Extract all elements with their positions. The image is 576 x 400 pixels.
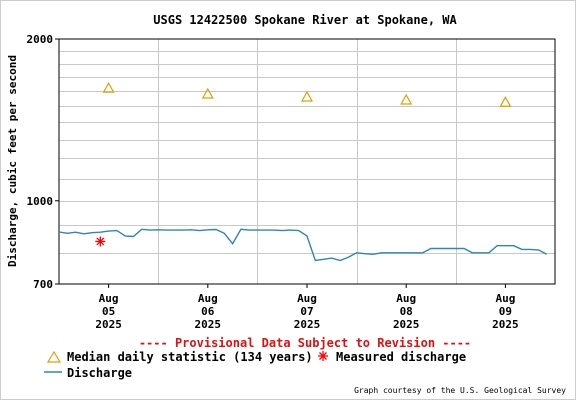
median-point (102, 81, 115, 93)
x-tick-label: Aug (198, 292, 218, 305)
x-tick-label: 2025 (294, 318, 321, 331)
x-tick-label: Aug (99, 292, 119, 305)
provisional-note: ---- Provisional Data Subject to Revisio… (139, 336, 471, 350)
legend-discharge-label: Discharge (67, 366, 132, 380)
x-tick-label: 07 (300, 305, 313, 318)
x-tick-label: 09 (499, 305, 512, 318)
credit-text: Graph courtesy of the U.S. Geological Su… (354, 386, 566, 395)
median-point (499, 96, 512, 107)
x-tick-label: Aug (297, 292, 317, 305)
legend-median-label: Median daily statistic (134 years) (67, 350, 313, 364)
median-point (300, 90, 314, 102)
data-series (58, 81, 548, 262)
x-tick-label: 2025 (492, 318, 519, 331)
legend: Median daily statistic (134 years) Measu… (44, 350, 466, 380)
chart-title: USGS 12422500 Spokane River at Spokane, … (153, 13, 457, 27)
legend-measured-label: Measured discharge (336, 350, 466, 364)
y-axis-label: Discharge, cubic feet per second (6, 55, 19, 267)
x-tick-label: Aug (396, 292, 416, 305)
x-axis: Aug052025Aug062025Aug072025Aug082025Aug0… (95, 284, 519, 331)
median-point (201, 87, 214, 99)
measured-point (95, 236, 106, 247)
x-tick-label: Aug (495, 292, 515, 305)
y-tick-label: 700 (33, 278, 53, 291)
x-tick-label: 2025 (95, 318, 122, 331)
legend-triangle-icon (46, 350, 62, 363)
median-point (400, 93, 413, 105)
y-tick-label: 1000 (27, 195, 54, 208)
x-tick-label: 06 (201, 305, 215, 318)
discharge-line (58, 228, 548, 262)
legend-asterisk-icon (318, 351, 328, 361)
y-tick-label: 2000 (27, 33, 54, 46)
x-tick-label: 2025 (195, 318, 222, 331)
x-tick-label: 08 (400, 305, 413, 318)
x-tick-label: 05 (102, 305, 115, 318)
y-axis: 2000 1000 700 (27, 33, 59, 291)
x-tick-label: 2025 (393, 318, 420, 331)
